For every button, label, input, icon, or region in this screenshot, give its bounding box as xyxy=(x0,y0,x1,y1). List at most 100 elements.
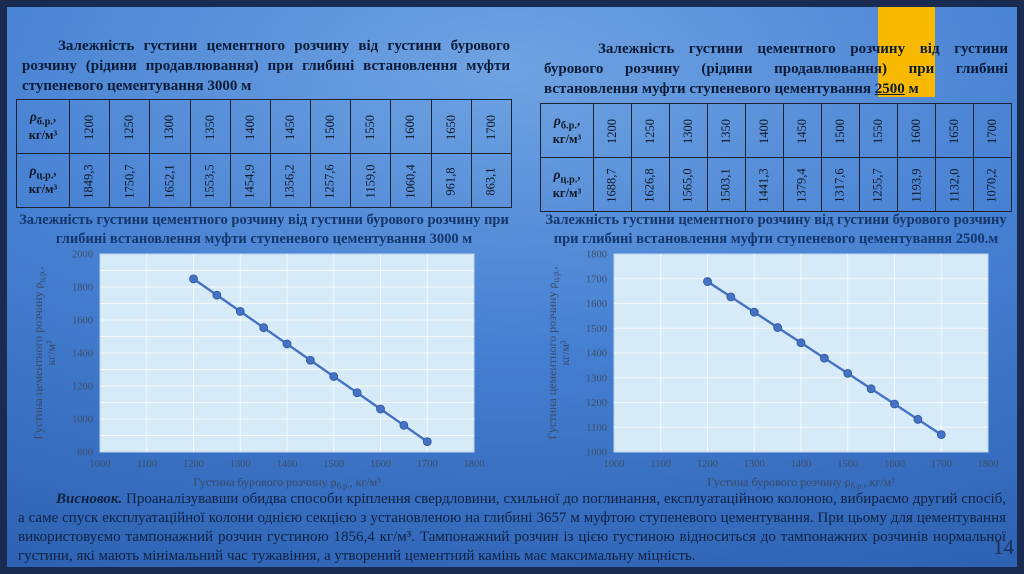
data-point-marker xyxy=(749,307,759,317)
y-axis-label: Густина цементного розчину ρц.р.,кг/м³ xyxy=(31,266,58,439)
x-tick-label: 1200 xyxy=(697,459,718,470)
table-row: ρб.р., кг/м³ 1200 1250 1300 1350 1400 1450 1500 1… xyxy=(540,103,1012,158)
table-value-cell: 1250 xyxy=(109,99,151,154)
table-cell-value: 1750,7 xyxy=(122,163,137,199)
y-tick-label: 1500 xyxy=(586,324,607,335)
data-point-marker xyxy=(703,277,712,286)
table-value-cell: 1650 xyxy=(935,103,974,158)
table-value-cell: 1565,0 xyxy=(669,157,708,212)
table-cell-value: 1503,1 xyxy=(719,167,733,203)
y-axis-label-line2: кг/м³ xyxy=(44,340,58,366)
conclusion-label: Висновок. xyxy=(56,491,123,507)
left-table-title: Залежність густини цементного розчину ві… xyxy=(22,38,510,94)
x-tick-label: 1700 xyxy=(931,459,952,470)
y-tick-label: 800 xyxy=(77,448,93,459)
data-point-marker xyxy=(913,414,923,424)
y-tick-label: 1100 xyxy=(586,423,607,434)
y-tick-label: 1400 xyxy=(72,349,93,360)
data-point-marker xyxy=(866,384,876,394)
table-value-cell: 1070,2 xyxy=(973,157,1012,212)
table-value-cell: 1356,2 xyxy=(269,153,312,208)
y-tick-label: 1000 xyxy=(72,415,93,426)
table-value-cell: 1350 xyxy=(707,103,746,158)
table-value-cell: 1553,5 xyxy=(189,153,231,208)
table-cell-value: 1441,3 xyxy=(757,167,771,203)
table-cell-value: 1600 xyxy=(909,118,923,144)
data-point-marker xyxy=(189,274,198,284)
data-point-marker xyxy=(399,420,409,430)
table-row: ρц.р., кг/м³ 1849,3 1750,7 1652,1 1553,5 1454,… xyxy=(16,153,513,208)
table-cell-value: 1200 xyxy=(605,118,619,144)
table-cell-value: 1350 xyxy=(202,114,217,140)
x-tick-label: 1300 xyxy=(744,459,765,470)
left-data-table-wrap: ρб.р., кг/м³ 1200 1250 1300 1350 1400 1450 1500 1… xyxy=(16,99,513,208)
right-data-table-wrap: ρб.р., кг/м³ 1200 1250 1300 1350 1400 1450 1500 1… xyxy=(540,103,1012,212)
y-tick-label: 1700 xyxy=(586,274,607,285)
table-header-cell: ρц.р., кг/м³ xyxy=(16,153,70,208)
table-cell-value: 1849,3 xyxy=(82,163,97,199)
table-cell-value: 1060,4 xyxy=(403,163,418,199)
table-value-cell: 1652,1 xyxy=(149,153,191,208)
data-point-marker xyxy=(773,323,783,332)
y-tick-label: 1600 xyxy=(72,316,93,327)
y-axis-label-line1: Густина цементного розчину ρц.р., xyxy=(545,266,561,439)
y-tick-label: 1800 xyxy=(586,250,607,261)
x-tick-label: 1100 xyxy=(136,459,157,470)
table-cell-value: 1600 xyxy=(403,114,418,140)
table-value-cell: 1600 xyxy=(897,103,936,158)
right-data-table: ρб.р., кг/м³ 1200 1250 1300 1350 1400 1450 1500 1… xyxy=(540,103,1012,212)
x-axis-label: Густина бурового розчину ρб.р., кг/м³ xyxy=(707,475,895,491)
table-header-cell: ρб.р., кг/м³ xyxy=(16,99,70,154)
table-value-cell: 1450 xyxy=(269,99,312,154)
table-cell-value: 1400 xyxy=(242,114,257,140)
x-tick-label: 1600 xyxy=(884,459,905,470)
data-point-marker xyxy=(796,338,806,348)
accent-bar xyxy=(878,0,935,97)
table-cell-value: 1565,0 xyxy=(681,167,695,203)
table-value-cell: 961,8 xyxy=(430,153,472,208)
table-value-cell: 1350 xyxy=(189,99,231,154)
table-cell-value: 1500 xyxy=(323,114,338,140)
table-value-cell: 1132,0 xyxy=(935,157,974,212)
conclusion-paragraph: Висновок. Проаналізувавши обидва способи… xyxy=(18,490,1006,566)
y-tick-label: 2000 xyxy=(72,250,93,261)
data-point-marker xyxy=(936,430,946,440)
table-cell-value: 1300 xyxy=(162,114,177,140)
table-value-cell: 1650 xyxy=(430,99,472,154)
table-value-cell: 1503,1 xyxy=(707,157,746,212)
table-value-cell: 1550 xyxy=(859,103,898,158)
x-tick-label: 1500 xyxy=(323,459,344,470)
table-value-cell: 1200 xyxy=(68,99,111,154)
x-axis-label: Густина бурового розчину ρб.р., кг/м³ xyxy=(193,475,381,491)
data-point-marker xyxy=(259,323,269,333)
right-table-title-suffix: м xyxy=(904,80,919,97)
right-chart-title: Залежність густини цементного розчину ві… xyxy=(545,212,1007,247)
left-data-table: ρб.р., кг/м³ 1200 1250 1300 1350 1400 1450 1500 1… xyxy=(16,99,513,208)
table-value-cell: 1750,7 xyxy=(109,153,151,208)
table-header-cell: ρц.р., кг/м³ xyxy=(540,157,594,212)
y-tick-label: 1800 xyxy=(72,283,93,294)
table-value-cell: 1379,4 xyxy=(783,157,822,212)
table-cell-value: 1700 xyxy=(483,114,498,140)
table-value-cell: 1626,8 xyxy=(631,157,670,212)
table-value-cell: 1400 xyxy=(229,99,271,154)
x-tick-label: 1800 xyxy=(978,459,999,470)
x-tick-label: 1300 xyxy=(230,459,251,470)
table-cell-value: 1193,9 xyxy=(908,168,923,202)
data-point-marker xyxy=(282,339,292,349)
data-point-marker xyxy=(376,404,385,414)
table-cell-value: 1650 xyxy=(443,114,458,140)
table-cell-value: 1317,6 xyxy=(833,167,847,203)
table-value-cell: 1400 xyxy=(745,103,784,158)
y-axis-label: Густина цементного розчину ρц.р.,кг/м³ xyxy=(545,266,572,439)
table-cell-value: 1200 xyxy=(82,114,97,140)
table-header-cell: ρб.р., кг/м³ xyxy=(540,103,594,158)
table-value-cell: 1250 xyxy=(631,103,670,158)
table-cell-value: 1379,4 xyxy=(795,167,809,203)
data-point-marker xyxy=(890,399,899,409)
table-cell-value: 1550 xyxy=(871,118,885,144)
table-cell-value: 1450 xyxy=(795,118,809,144)
x-tick-label: 1400 xyxy=(791,459,812,470)
table-value-cell: 1317,6 xyxy=(821,157,860,212)
